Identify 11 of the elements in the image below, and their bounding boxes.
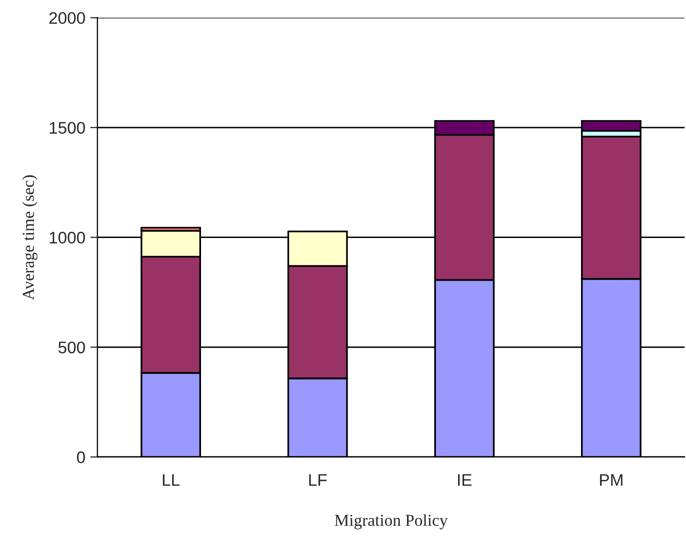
x-tick-label: PM <box>600 474 622 486</box>
y-axis-title: Average time (sec) <box>22 175 38 300</box>
y-tick-label: 1500 <box>50 122 85 134</box>
y-tick-label: 2000 <box>49 12 85 24</box>
y-tick-label: 500 <box>58 342 85 354</box>
x-tick-label: IE <box>458 474 472 486</box>
x-tick-label: LF <box>309 474 327 486</box>
y-tick-label: 0 <box>76 451 85 464</box>
y-tick-label: 1000 <box>50 232 85 244</box>
x-axis-title: Migration Policy <box>334 514 448 530</box>
x-tick-label: LL <box>162 474 180 486</box>
